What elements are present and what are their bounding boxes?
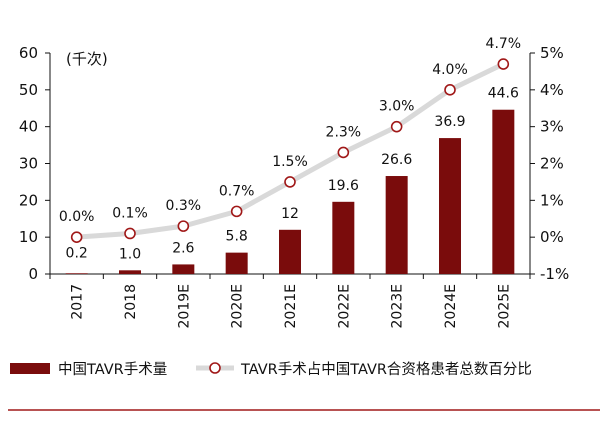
right-tick-label: 2% (540, 155, 564, 173)
axes: 0 10 20 30 40 50 60 -1% 0% 1% 2% 3% 4% 5% 2017 2018 2019… (19, 44, 569, 328)
left-tick-label: 40 (19, 118, 38, 136)
bar (119, 270, 141, 274)
left-tick-label: 30 (19, 155, 38, 173)
x-tick-label: 2025E (496, 284, 512, 328)
bar (65, 273, 88, 274)
bar (492, 109, 515, 275)
bar (225, 252, 248, 274)
bar-value-label: 1.0 (119, 246, 141, 262)
left-axis-unit-label: (千次) (66, 50, 108, 68)
line-value-label: 2.3% (326, 124, 362, 140)
bar (279, 229, 301, 274)
bar-value-label: 12 (281, 206, 299, 222)
line-value-label: 4.7% (486, 36, 522, 52)
line-value-label: 0.0% (59, 209, 95, 225)
line-value-label: 0.3% (166, 198, 202, 214)
line-point (444, 84, 456, 96)
bar (439, 138, 461, 274)
bar (385, 176, 408, 274)
x-tick-label: 2021E (283, 284, 299, 328)
right-tick-label: 3% (540, 118, 564, 136)
bar-value-label: 26.6 (381, 152, 412, 168)
bar-value-label: 36.9 (434, 114, 465, 130)
line-series (70, 58, 510, 243)
legend-bar-label: 中国TAVR手术量 (58, 361, 167, 378)
x-tick-label: 2019E (176, 284, 192, 328)
line-value-label: 1.5% (272, 154, 308, 170)
x-tick-label: 2020E (230, 284, 246, 328)
x-tick-label: 2022E (336, 284, 352, 328)
x-tick-label: 2018 (123, 284, 139, 320)
line-value-label: 0.7% (219, 183, 255, 199)
bar (172, 264, 195, 274)
line-point (284, 176, 296, 188)
left-tick-label: 60 (19, 44, 38, 62)
x-tick-label: 2017 (70, 284, 86, 320)
right-tick-label: 4% (540, 81, 564, 99)
data-labels: 0.2 1.0 2.6 5.8 12 19.6 26.6 36.9 44.6 0.0% 0.1% 0.… (59, 36, 521, 262)
right-tick-label: -1% (540, 265, 569, 283)
line-point (230, 205, 243, 218)
left-tick-label: 0 (28, 265, 38, 283)
bar-value-label: 44.6 (488, 86, 519, 102)
line-point (390, 120, 403, 133)
legend: 中国TAVR手术量 TAVR手术占中国TAVR合资格患者总数百分比 (10, 361, 532, 378)
line-point (70, 231, 83, 243)
legend-bar-swatch (10, 363, 50, 374)
right-tick-label: 1% (540, 191, 564, 209)
right-tick-label: 5% (540, 44, 564, 62)
legend-line-marker (209, 362, 221, 374)
right-tick-label: 0% (540, 228, 564, 246)
x-tick-label: 2023E (390, 284, 406, 328)
line-point (497, 58, 510, 70)
line-point (177, 220, 190, 232)
bar-value-label: 5.8 (226, 229, 248, 245)
line-value-label: 0.1% (112, 205, 148, 221)
bar (332, 201, 355, 274)
x-tick-label: 2024E (443, 284, 459, 328)
bar-value-label: 19.6 (328, 178, 359, 194)
line-point (124, 227, 136, 240)
bar-value-label: 2.6 (172, 240, 194, 256)
line-value-label: 3.0% (379, 99, 415, 115)
line-point (337, 146, 350, 159)
legend-line-label: TAVR手术占中国TAVR合资格患者总数百分比 (240, 361, 532, 378)
left-tick-label: 20 (19, 191, 38, 209)
bar-value-label: 0.2 (66, 245, 88, 261)
left-tick-label: 50 (19, 81, 38, 99)
bar-series (65, 109, 515, 275)
line-value-label: 4.0% (432, 62, 468, 78)
left-tick-label: 10 (19, 228, 38, 246)
